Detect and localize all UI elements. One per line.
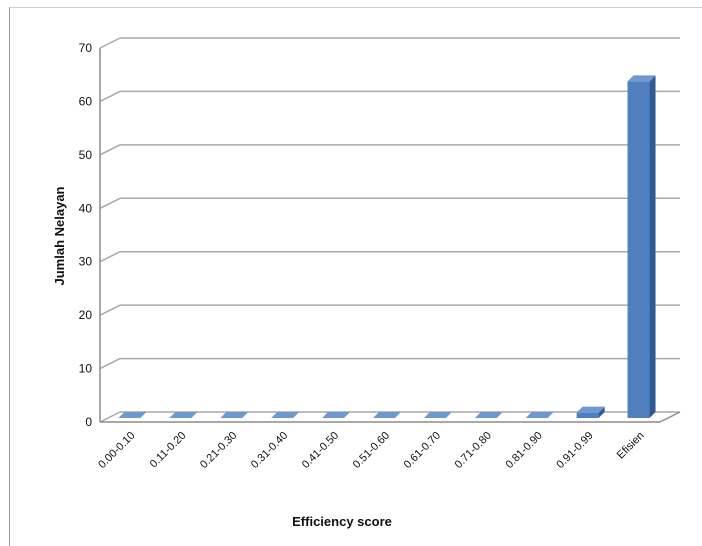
bar-top <box>576 406 605 413</box>
x-category-label: Efisien <box>615 430 647 462</box>
gridline-diagonal <box>99 411 121 423</box>
y-tick-label: 10 <box>79 362 93 376</box>
bar <box>423 412 452 419</box>
x-category-label: 0.71-0.80 <box>453 430 494 471</box>
gridline-diagonal <box>99 144 121 156</box>
y-axis-ticks: 0 10 20 30 40 50 60 70 <box>79 41 93 429</box>
bar-top <box>525 412 554 418</box>
y-tick-label: 20 <box>79 308 93 322</box>
y-tick-label: 30 <box>79 255 93 269</box>
bars <box>118 75 656 419</box>
gridline-diagonal <box>99 357 121 370</box>
bar-top <box>220 412 249 418</box>
bar-front <box>576 412 599 418</box>
gridline-diagonal <box>99 90 121 103</box>
bar-top <box>474 412 503 418</box>
x-category-label: 0.41-0.50 <box>300 430 341 471</box>
y-tick-label: 50 <box>79 148 93 162</box>
bar <box>576 406 605 418</box>
x-category-label: 0.00-0.10 <box>96 430 137 471</box>
bar-top <box>169 412 198 418</box>
x-category-label: 0.21-0.30 <box>198 430 239 471</box>
x-axis-title: Efficiency score <box>292 514 392 529</box>
floor-edge <box>659 411 681 423</box>
gridline-diagonal <box>99 251 121 263</box>
x-category-label: 0.91-0.99 <box>554 430 595 471</box>
gridline-diagonal <box>99 197 121 209</box>
bar-top <box>373 412 401 418</box>
x-category-label: 0.61-0.70 <box>402 430 443 471</box>
chart-frame <box>9 7 702 546</box>
bar <box>169 412 198 419</box>
bar-top <box>423 412 452 418</box>
y-tick-label: 0 <box>85 415 92 429</box>
bar-top <box>322 412 351 418</box>
bar <box>322 412 351 419</box>
bar-top <box>271 412 300 418</box>
x-category-label: 0.51-0.60 <box>351 430 392 471</box>
gridline-diagonal <box>99 37 121 49</box>
x-category-label: 0.81-0.90 <box>503 430 544 471</box>
y-tick-label: 60 <box>79 94 93 108</box>
bar-top <box>627 75 656 82</box>
bar-top <box>118 412 147 418</box>
bar <box>271 412 300 419</box>
y-tick-label: 70 <box>79 41 93 55</box>
bar <box>373 412 401 419</box>
bar-side <box>598 406 605 418</box>
gridline-diagonal <box>99 304 121 316</box>
y-tick-label: 40 <box>79 201 93 215</box>
bar-side <box>649 75 656 419</box>
x-axis-categories: 0.00-0.10 0.11-0.20 0.21-0.30 0.31-0.40 … <box>96 430 646 471</box>
gridlines <box>99 37 681 423</box>
bar <box>474 412 503 419</box>
bar <box>627 75 656 419</box>
bar <box>220 412 249 419</box>
x-category-label: 0.31-0.40 <box>249 430 290 471</box>
bar <box>118 412 147 419</box>
bar-front <box>627 81 650 419</box>
bar <box>525 412 554 419</box>
y-axis-title: Jumlah Nelayan <box>52 186 67 285</box>
x-category-label: 0.11-0.20 <box>148 430 189 471</box>
